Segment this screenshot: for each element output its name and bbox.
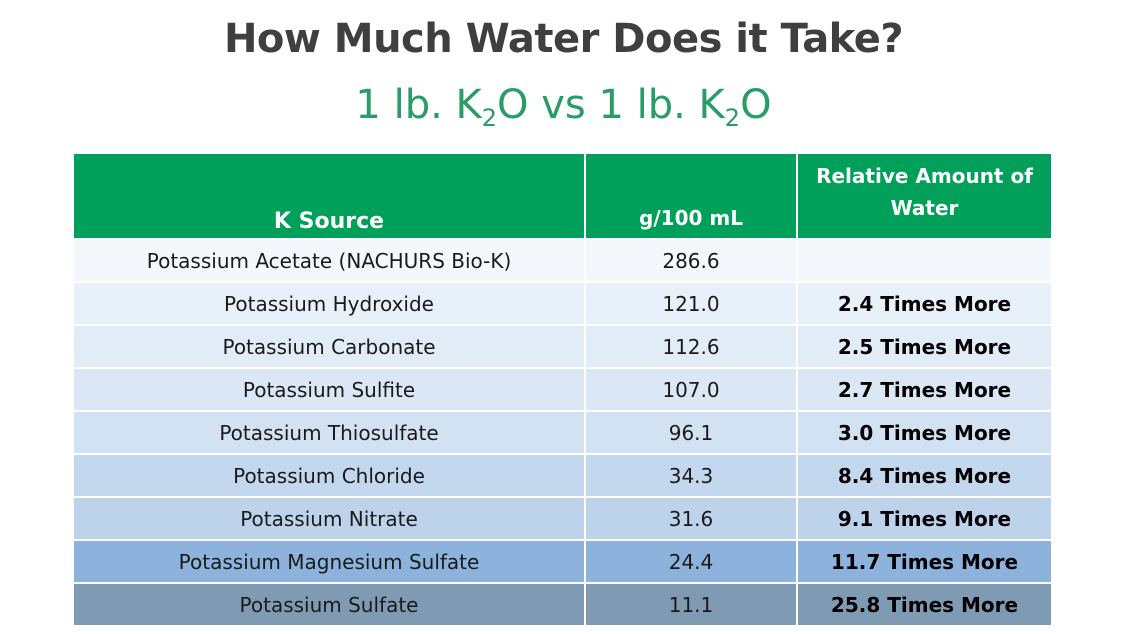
subtitle-subscript-2: 2 [724,104,741,132]
table-row: Potassium Acetate (NACHURS Bio-K) 286.6 [74,238,1051,282]
cell-source: Potassium Hydroxide [74,281,586,325]
cell-solubility: 31.6 [585,496,798,540]
cell-source: Potassium Sulfate [74,582,586,625]
page-title: How Much Water Does it Take? [223,16,904,62]
header-k-source: K Source [74,154,586,239]
table-row: Potassium Magnesium Sulfate 24.4 11.7 Ti… [74,539,1051,583]
cell-solubility: 11.1 [585,582,798,625]
cell-source: Potassium Thiosulfate [74,410,586,454]
cell-solubility: 34.3 [585,453,798,497]
cell-relative: 2.5 Times More [797,324,1051,368]
subtitle-part-2: O vs 1 lb. K [497,82,725,128]
header-solubility: g/100 mL [585,154,798,239]
table-row: Potassium Carbonate 112.6 2.5 Times More [74,324,1051,368]
cell-source: Potassium Sulfite [74,367,586,411]
table-row: Potassium Chloride 34.3 8.4 Times More [74,453,1051,497]
page-subtitle: 1 lb. K2O vs 1 lb. K2O [0,82,1127,130]
table-row: Potassium Nitrate 31.6 9.1 Times More [74,496,1051,540]
cell-solubility: 112.6 [585,324,798,368]
cell-source: Potassium Carbonate [74,324,586,368]
cell-solubility: 107.0 [585,367,798,411]
cell-relative: 2.4 Times More [797,281,1051,325]
cell-source: Potassium Magnesium Sulfate [74,539,586,583]
cell-relative: 11.7 Times More [797,539,1051,583]
cell-relative: 3.0 Times More [797,410,1051,454]
table-row: Potassium Thiosulfate 96.1 3.0 Times Mor… [74,410,1051,454]
cell-relative [797,238,1051,282]
cell-relative: 8.4 Times More [797,453,1051,497]
table-header-row: K Source g/100 mL Relative Amount of Wat… [74,154,1051,239]
cell-solubility: 96.1 [585,410,798,454]
cell-solubility: 286.6 [585,238,798,282]
cell-source: Potassium Chloride [74,453,586,497]
table-row: Potassium Sulfite 107.0 2.7 Times More [74,367,1051,411]
cell-relative: 2.7 Times More [797,367,1051,411]
cell-solubility: 121.0 [585,281,798,325]
subtitle-part-3: O [740,82,772,128]
k-source-table: K Source g/100 mL Relative Amount of Wat… [74,154,1051,625]
table-row: Potassium Sulfate 11.1 25.8 Times More [74,582,1051,625]
cell-source: Potassium Nitrate [74,496,586,540]
header-relative-water: Relative Amount of Water [797,154,1051,239]
cell-relative: 25.8 Times More [797,582,1051,625]
subtitle-part-1: 1 lb. K [355,82,482,128]
cell-solubility: 24.4 [585,539,798,583]
subtitle-subscript-1: 2 [481,104,498,132]
table-row: Potassium Hydroxide 121.0 2.4 Times More [74,281,1051,325]
cell-relative: 9.1 Times More [797,496,1051,540]
cell-source: Potassium Acetate (NACHURS Bio-K) [74,238,586,282]
